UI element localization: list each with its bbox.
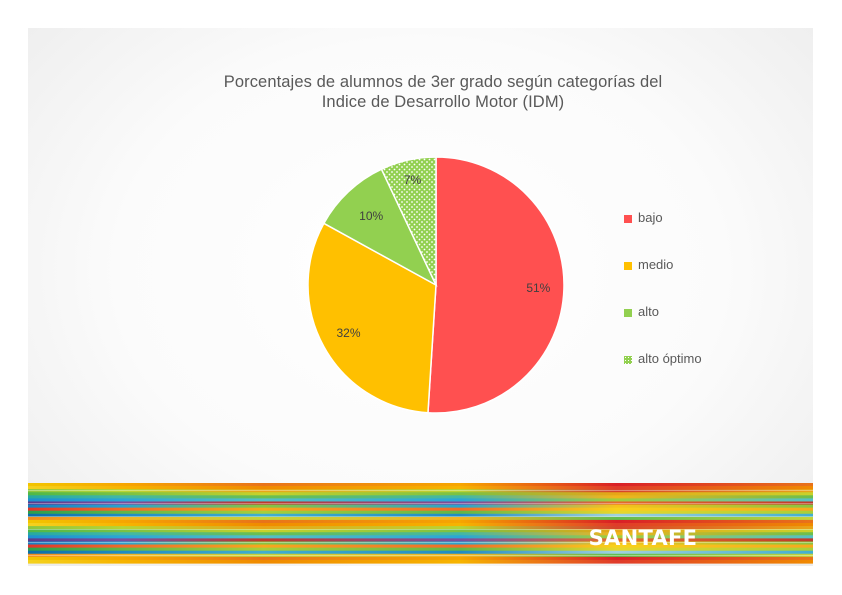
legend-swatch-alto-optimo	[624, 356, 632, 364]
stripe	[28, 495, 813, 499]
stripe	[28, 556, 813, 561]
slide: Porcentajes de alumnos de 3er grado segú…	[28, 28, 813, 566]
stripe	[28, 498, 813, 503]
legend-swatch-alto	[624, 309, 632, 317]
stripe	[28, 535, 813, 539]
legend-swatch-medio	[624, 262, 632, 270]
legend-item-medio: medio	[624, 257, 774, 304]
stripe	[28, 504, 813, 509]
stripe	[28, 516, 813, 521]
chart-title-line-2: Indice de Desarrollo Motor (IDM)	[321, 93, 565, 111]
legend-item-bajo: bajo	[624, 210, 774, 257]
pie-slice-medio	[307, 222, 437, 414]
pie-data-labels: 51% 32% 10% 7%	[336, 173, 550, 340]
stripe	[28, 541, 813, 546]
stripe	[28, 544, 813, 549]
stripe	[28, 526, 813, 530]
data-label-alto-optimo: 7%	[404, 173, 422, 187]
stripe	[28, 550, 813, 555]
stripe	[28, 547, 813, 552]
santafe-logo-text: SANTAFE	[588, 526, 698, 550]
pie-slices	[307, 156, 565, 414]
stripe	[28, 501, 813, 506]
stripe-highlight	[28, 516, 813, 517]
legend-swatch-bajo	[624, 215, 632, 223]
stripe	[28, 532, 813, 536]
stripe	[28, 529, 813, 533]
decorative-stripes	[28, 483, 813, 564]
stripe-highlight	[28, 490, 813, 491]
legend-item-alto-optimo: alto óptimo	[624, 351, 774, 398]
legend-label-alto: alto	[638, 304, 659, 319]
legend: bajo medio alto alto óptimo	[624, 210, 774, 398]
stripe-highlight	[28, 503, 813, 504]
stripe	[28, 507, 813, 512]
legend-label-alto-optimo: alto óptimo	[638, 351, 702, 366]
pie-slice-bajo	[427, 156, 565, 414]
stripe-highlight	[28, 529, 813, 530]
santafe-logo: SANTAFE	[588, 523, 698, 553]
data-label-alto: 10%	[359, 209, 383, 223]
stripe	[28, 519, 813, 524]
data-label-bajo: 51%	[526, 281, 550, 295]
stripe	[28, 492, 813, 496]
stripe	[28, 486, 813, 490]
pie-chart: 51% 32% 10% 7%	[307, 156, 565, 414]
stripe	[28, 559, 813, 564]
legend-item-alto: alto	[624, 304, 774, 351]
pie-slice-alto	[322, 168, 438, 287]
stripe-highlight	[28, 555, 813, 556]
chart-title: Porcentajes de alumnos de 3er grado segú…	[28, 72, 813, 112]
data-label-medio: 32%	[336, 326, 360, 340]
stripe	[28, 553, 813, 558]
stripe	[28, 510, 813, 515]
stripe	[28, 538, 813, 543]
legend-label-bajo: bajo	[638, 210, 663, 225]
chart-title-line-1: Porcentajes de alumnos de 3er grado segú…	[223, 73, 663, 91]
stripe	[28, 513, 813, 518]
stripe	[28, 483, 813, 487]
stripe	[28, 489, 813, 493]
stripe-highlight	[28, 542, 813, 543]
stripe	[28, 523, 813, 527]
pie-slice-alto-optimo	[380, 156, 437, 286]
legend-label-medio: medio	[638, 257, 674, 272]
